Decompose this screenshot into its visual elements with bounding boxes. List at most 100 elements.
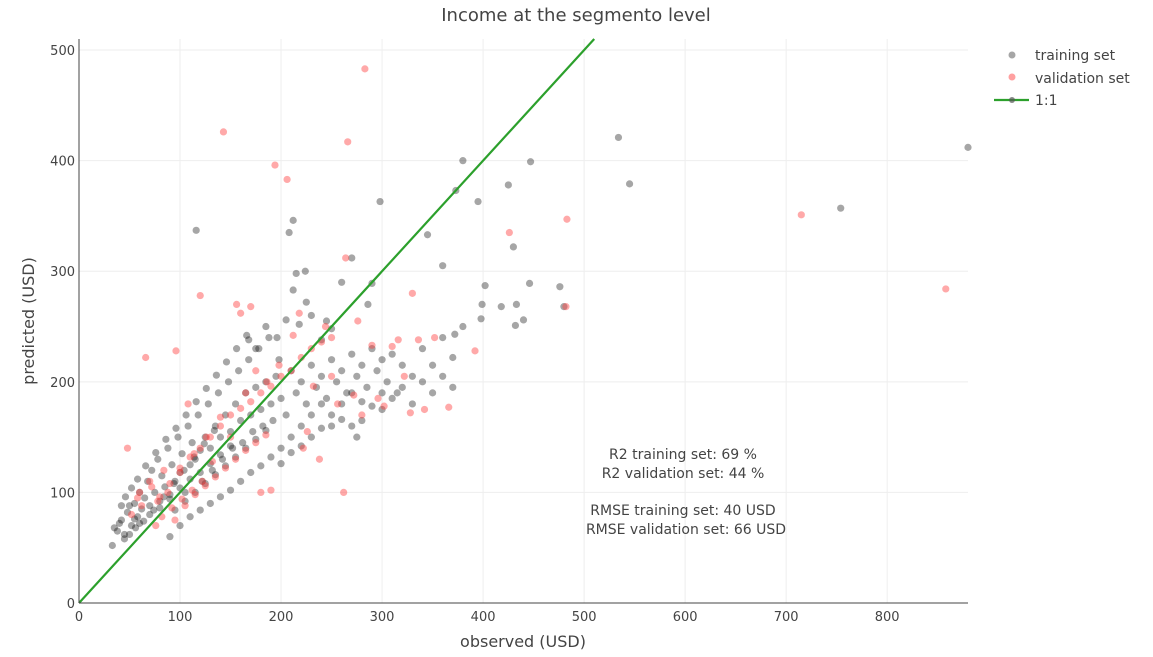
training-point xyxy=(252,345,260,353)
x-tick-label: 500 xyxy=(572,610,597,625)
training-point xyxy=(252,435,260,443)
training-point xyxy=(186,461,194,469)
training-point xyxy=(348,389,356,397)
training-point xyxy=(269,416,277,425)
validation-point xyxy=(309,382,317,390)
validation-point xyxy=(146,477,154,485)
training-point xyxy=(259,422,267,430)
training-point xyxy=(512,300,521,309)
training-point xyxy=(353,372,361,380)
training-point xyxy=(151,488,159,497)
chart-title: Income at the segmento level xyxy=(441,5,711,26)
training-point xyxy=(120,530,129,539)
training-point xyxy=(301,267,309,275)
validation-point xyxy=(247,303,255,311)
training-point xyxy=(338,415,346,424)
training-point xyxy=(214,389,223,397)
validation-point xyxy=(152,521,160,530)
x-tick-label: 300 xyxy=(370,610,395,625)
training-point xyxy=(121,493,130,501)
training-point xyxy=(171,477,179,485)
validation-point xyxy=(275,361,283,369)
training-point xyxy=(273,333,281,342)
training-point xyxy=(192,398,200,406)
training-point xyxy=(287,449,295,457)
legend-marker-validation xyxy=(1008,73,1016,81)
training-point xyxy=(282,316,290,324)
training-point xyxy=(242,444,250,452)
validation-point xyxy=(505,228,513,237)
legend-item-training[interactable]: training set xyxy=(1008,48,1116,64)
validation-point xyxy=(431,333,439,342)
training-point xyxy=(378,356,386,364)
validation-point xyxy=(420,405,429,414)
training-point xyxy=(176,468,184,477)
training-point xyxy=(368,345,376,353)
training-point xyxy=(235,367,243,375)
training-point xyxy=(252,383,260,391)
training-point xyxy=(146,502,154,510)
validation-point xyxy=(257,488,265,497)
training-point xyxy=(277,444,285,452)
x-tick-label: 100 xyxy=(168,610,193,625)
training-point xyxy=(160,493,168,501)
validation-point xyxy=(138,502,146,510)
validation-point xyxy=(181,502,189,510)
training-point xyxy=(428,361,437,369)
validation-point xyxy=(123,444,132,452)
training-point xyxy=(125,530,134,539)
training-point xyxy=(295,320,303,328)
training-point xyxy=(312,383,321,391)
training-point xyxy=(625,180,634,188)
legend-marker-one-to-one xyxy=(1009,97,1015,103)
training-point xyxy=(373,367,381,375)
training-point xyxy=(322,394,331,403)
training-point xyxy=(206,499,214,508)
training-point xyxy=(204,400,212,408)
training-point xyxy=(211,471,219,479)
validation-point xyxy=(271,161,279,169)
training-point xyxy=(837,204,845,212)
training-point xyxy=(141,494,149,502)
training-point xyxy=(348,422,356,430)
validation-point xyxy=(400,372,408,380)
training-point xyxy=(196,446,204,454)
validation-point xyxy=(196,291,204,300)
training-point xyxy=(526,158,535,166)
legend-marker-training xyxy=(1008,51,1016,59)
training-point xyxy=(110,524,118,532)
validation-point xyxy=(190,450,198,458)
validation-point xyxy=(388,342,396,351)
training-point xyxy=(158,472,166,480)
training-point xyxy=(297,422,305,430)
y-tick-label: 200 xyxy=(50,376,75,391)
training-point xyxy=(418,345,427,353)
training-point xyxy=(556,283,564,291)
validation-point xyxy=(247,398,255,406)
legend-item-one-to-one[interactable]: 1:1 xyxy=(994,93,1058,109)
training-point xyxy=(115,519,124,527)
training-point xyxy=(338,278,346,286)
legend-item-validation[interactable]: validation set xyxy=(1008,71,1131,87)
validation-point xyxy=(252,367,260,375)
training-point xyxy=(408,400,416,408)
training-point xyxy=(383,378,391,386)
training-point xyxy=(231,400,240,408)
validation-point xyxy=(267,486,275,494)
training-point xyxy=(249,427,257,436)
training-point xyxy=(255,345,263,353)
training-point xyxy=(964,143,972,151)
training-point xyxy=(307,361,315,369)
training-point xyxy=(459,157,467,165)
validation-point xyxy=(219,128,228,136)
validation-point xyxy=(211,473,219,481)
training-point xyxy=(226,427,235,436)
training-point xyxy=(277,394,285,403)
training-point xyxy=(481,282,489,290)
training-point xyxy=(206,444,214,452)
x-tick-label: 400 xyxy=(471,610,496,625)
training-point xyxy=(226,486,235,494)
training-point xyxy=(285,228,293,237)
validation-point xyxy=(327,372,336,380)
training-point xyxy=(509,243,517,251)
